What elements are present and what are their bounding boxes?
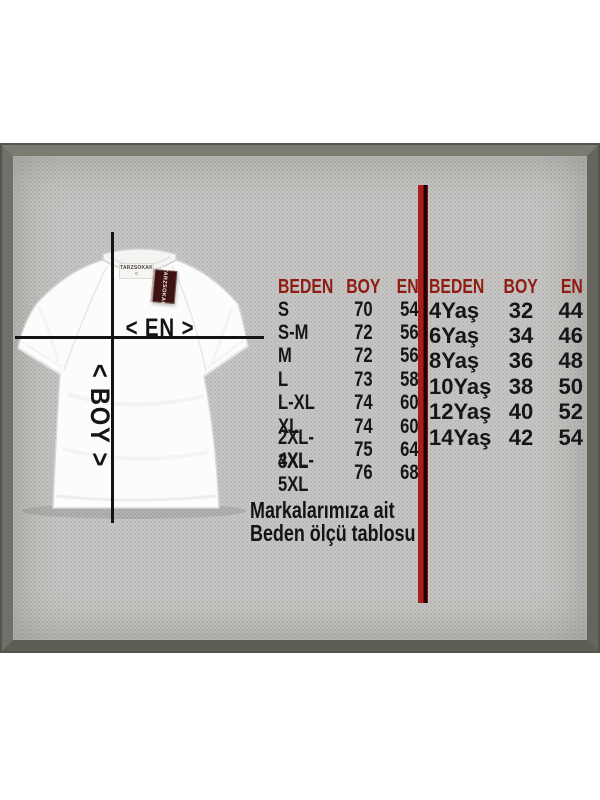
- caption-line-1: Markalarımıza ait: [250, 497, 395, 523]
- table-row: 4Yaş 32 44: [429, 298, 583, 323]
- table-row: L 73 58: [278, 368, 419, 391]
- cell-en: 60: [400, 414, 419, 438]
- table-row: 2XL-3XL 75 64: [278, 426, 419, 473]
- photo-frame: [0, 143, 600, 653]
- cell-en: 68: [400, 461, 419, 485]
- header-beden: BEDEN: [278, 275, 334, 298]
- cell-size: 14Yaş: [429, 424, 492, 450]
- table-row: S-M 72 56: [278, 321, 419, 344]
- table-divider-line: [418, 185, 428, 603]
- width-label-en: < EN >: [125, 314, 195, 342]
- cell-size: S: [278, 297, 290, 321]
- header-beden: BEDEN: [429, 275, 485, 298]
- adult-table-header: BEDEN BOY EN: [278, 276, 419, 298]
- cell-en: 54: [558, 424, 583, 450]
- cell-size: 2XL-3XL: [278, 426, 314, 474]
- cell-size: L: [278, 367, 289, 391]
- cell-size: M: [278, 344, 292, 368]
- cell-size: L-XL: [278, 391, 315, 415]
- table-row: 14Yaş 42 54: [429, 425, 583, 450]
- caption: Markalarımıza ait Beden ölçü tablosu: [250, 499, 462, 545]
- hang-tag-text: TARZSOKAK: [159, 269, 169, 304]
- table-row: 4XL-5XL 76 68: [278, 449, 419, 496]
- cell-en: 44: [558, 297, 583, 323]
- header-en: EN: [561, 275, 583, 298]
- cell-size: 4XL-5XL: [278, 449, 314, 497]
- table-row: M 72 56: [278, 344, 419, 368]
- cell-en: 58: [400, 367, 419, 391]
- tshirt-illustration: [17, 248, 249, 519]
- cell-boy: 73: [354, 367, 373, 391]
- cell-boy: 75: [354, 438, 373, 462]
- cell-en: 52: [558, 399, 583, 425]
- table-row: 10Yaş 38 50: [429, 374, 583, 399]
- neck-brand-mark: ©: [135, 271, 138, 276]
- cell-boy: 74: [354, 391, 373, 415]
- header-boy: BOY: [346, 275, 381, 298]
- width-measure-line: [15, 336, 264, 339]
- kids-table-header: BEDEN BOY EN: [429, 276, 583, 298]
- length-label-boy: < BOY >: [85, 363, 115, 469]
- cell-size: 6Yaş: [429, 323, 480, 349]
- cell-en: 56: [400, 344, 419, 368]
- table-row: 8Yaş 36 48: [429, 348, 583, 374]
- cell-boy: 76: [354, 461, 373, 485]
- table-row: S 70 54: [278, 298, 419, 321]
- cell-boy: 72: [354, 344, 373, 368]
- cell-size: 4Yaş: [429, 297, 480, 323]
- cell-boy: 36: [508, 348, 534, 374]
- cell-en: 54: [400, 297, 419, 321]
- neck-brand-text: TARZSOKAK: [120, 265, 153, 271]
- cell-boy: 74: [354, 414, 373, 438]
- cell-boy: 38: [508, 373, 534, 399]
- cell-en: 46: [558, 323, 583, 349]
- cell-size: 10Yaş: [429, 373, 492, 399]
- tshirt-body: [17, 259, 249, 509]
- adult-size-table: BEDEN BOY EN S 70 54 S-M 72 56 M 72 56 L 73 58 L-XL 7…: [278, 276, 419, 497]
- table-row: XL 74 60: [278, 415, 419, 438]
- cell-en: 60: [400, 391, 419, 415]
- cell-boy: 42: [508, 424, 534, 450]
- cell-en: 50: [558, 373, 583, 399]
- caption-line-2: Beden ölçü tablosu: [250, 520, 416, 546]
- cell-en: 56: [400, 321, 419, 345]
- cell-size: S-M: [278, 321, 309, 345]
- cell-size: 12Yaş: [429, 399, 492, 425]
- kids-size-table: BEDEN BOY EN 4Yaş 32 44 6Yaş 34 46 8Yaş 36 48 10Y…: [429, 276, 583, 450]
- cell-boy: 40: [508, 399, 534, 425]
- cell-size: 8Yaş: [429, 348, 480, 374]
- table-row: 12Yaş 40 52: [429, 399, 583, 425]
- cell-en: 48: [558, 348, 583, 374]
- cell-boy: 72: [354, 321, 373, 345]
- adult-table-rows: S 70 54 S-M 72 56 M 72 56 L 73 58 L-XL 74 60 XL 74 60 2XL-…: [278, 298, 419, 497]
- header-boy: BOY: [503, 275, 539, 298]
- table-row: L-XL 74 60: [278, 391, 419, 415]
- hang-tag: TARZSOKAK: [150, 269, 178, 304]
- length-measure-line: [111, 232, 114, 523]
- cell-boy: 70: [354, 297, 373, 321]
- cell-size: XL: [278, 414, 300, 438]
- textured-backdrop: [2, 145, 598, 651]
- cell-boy: 34: [508, 323, 534, 349]
- table-row: 6Yaş 34 46: [429, 323, 583, 348]
- cell-boy: 32: [508, 297, 534, 323]
- cell-en: 64: [400, 438, 419, 462]
- header-en: EN: [396, 275, 419, 298]
- kids-table-rows: 4Yaş 32 44 6Yaş 34 46 8Yaş 36 48 10Yaş 38 50 12Yaş 40…: [429, 298, 583, 450]
